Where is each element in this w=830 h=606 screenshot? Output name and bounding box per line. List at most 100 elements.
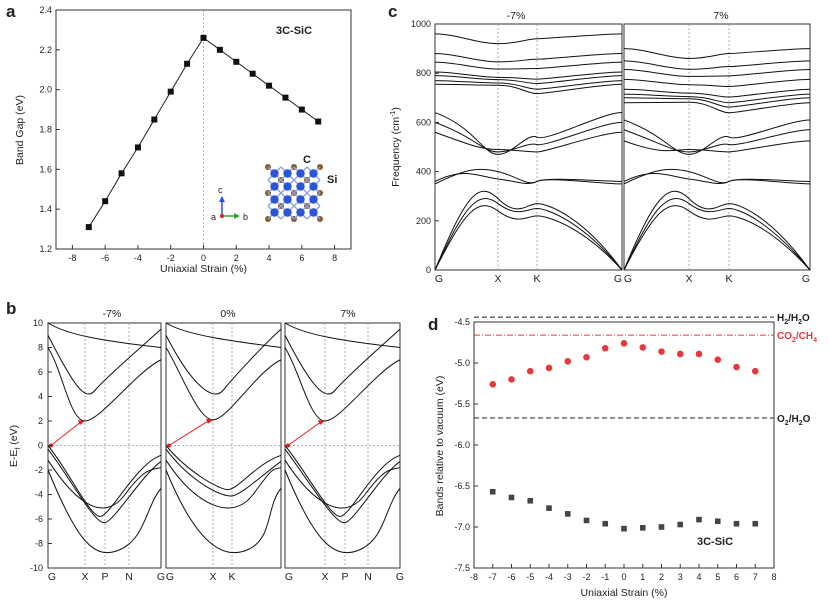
silicon-atom: [309, 182, 318, 191]
optical-phonon-branch: [623, 93, 811, 104]
panel-b-title-2: 0%: [220, 308, 235, 320]
silicon-atom: [283, 182, 292, 191]
cbm-point: [601, 344, 609, 352]
cbm-point: [676, 350, 684, 358]
silicon-atom: [309, 195, 318, 204]
panel-d-xtick-label: 6: [734, 572, 739, 582]
reference-line-label: O2/H2O: [777, 414, 811, 427]
panel-a-xtick-label: 8: [332, 253, 337, 263]
panel-c-title-right: 7%: [713, 10, 728, 22]
silicon-atom: [296, 208, 305, 217]
panel-a-ytick-label: 2.0: [39, 85, 52, 95]
panel-c-right-frame: [623, 23, 811, 271]
cbm-point: [639, 344, 647, 351]
phonon-branch: [434, 173, 623, 184]
phonon-branch: [623, 129, 811, 153]
phonon-branch: [434, 112, 623, 155]
silicon-atom: [283, 169, 292, 178]
band-gap-arrow-head: [206, 418, 213, 424]
panel-b-kpoint-label: N: [125, 571, 133, 583]
silicon-atom: [283, 208, 292, 217]
panel-d-xtick-label: -6: [507, 572, 515, 582]
panel-d-ytick-label: -5.5: [454, 399, 470, 409]
conduction-band: [47, 322, 162, 348]
band-gap-point: [282, 94, 289, 101]
panel-a-frame: [55, 9, 352, 250]
panel-d-xtick-label: -5: [526, 572, 534, 582]
panel-d-xtick-label: -3: [564, 572, 572, 582]
panel-c-ylabel: Frequency (cm-1): [390, 107, 402, 187]
panel-d-xtick-label: 0: [621, 572, 626, 582]
cbm-point: [658, 348, 665, 355]
conduction-band: [165, 347, 282, 421]
panel-a-xtick-label: -6: [101, 253, 109, 263]
panel-c-ytick-label: 400: [416, 167, 431, 177]
vbm-point: [583, 517, 590, 524]
optical-phonon-branch: [623, 69, 811, 77]
cbm-point: [583, 353, 590, 361]
valence-band: [47, 469, 162, 554]
panel-b-ytick-label: 4: [38, 392, 43, 402]
valence-band: [47, 448, 162, 524]
panel-a-ylabel: Band Gap (eV): [14, 95, 26, 165]
band-gap-arrow: [50, 420, 83, 446]
band-gap-point: [266, 82, 273, 89]
cbm-point: [489, 381, 497, 388]
cbm-point: [714, 356, 722, 364]
panel-d-chart: H2/H2O CO2/CH4 O2/H2O -8 -7 -6 -5 -4 -3 -2 -1 0 1 2 3…: [434, 313, 817, 599]
optical-phonon-branch: [434, 53, 623, 63]
panel-a-label: a: [6, 2, 16, 21]
vbm-point: [602, 520, 609, 527]
band-gap-arrow-tail: [286, 443, 290, 448]
panel-a-xtick-label: 0: [201, 253, 206, 263]
crystal-structure-inset: [265, 164, 323, 222]
silicon-atom: [309, 169, 318, 178]
panel-b-ytick-label: -2: [35, 465, 43, 475]
panel-d-ytick-label: -4.5: [454, 317, 470, 327]
band-gap-arrow-head: [318, 420, 325, 425]
panel-a-xtick-label: -4: [134, 253, 142, 263]
vbm-point: [639, 525, 646, 531]
band-gap-point: [151, 116, 158, 123]
acoustic-phonon-branch: [623, 190, 811, 271]
cbm-point: [751, 367, 759, 375]
panel-b-ytick-label: -8: [35, 539, 43, 549]
panel-a-xtick-label: 2: [234, 253, 239, 263]
panel-c-kpoint-label: K: [533, 273, 540, 285]
reference-line-label: CO2/CH4: [777, 331, 817, 344]
band-gap-arrow: [287, 420, 323, 446]
panel-b-label: b: [6, 299, 16, 318]
acoustic-phonon-branch: [434, 205, 623, 271]
phonon-branch: [623, 173, 811, 184]
panel-d-xtick-label: -8: [470, 572, 478, 582]
panel-a-ytick-label: 1.4: [39, 204, 52, 214]
panel-c-ytick-label: 200: [416, 216, 431, 226]
panel-c-left-frame: [434, 23, 623, 271]
panel-d-ytick-label: -5.0: [454, 358, 470, 368]
optical-phonon-branch: [434, 71, 623, 80]
panel-b-ytick-label: 8: [38, 343, 43, 353]
valence-band: [165, 459, 282, 509]
band-gap-point: [298, 106, 305, 113]
vbm-point: [733, 520, 740, 527]
optical-phonon-branch: [434, 83, 623, 95]
panel-c-ytick-label: 800: [416, 68, 431, 78]
cbm-point: [545, 364, 553, 372]
panel-a-ytick-label: 1.2: [39, 244, 52, 254]
vbm-point: [489, 488, 496, 495]
panel-c-ytick-label: 600: [416, 117, 431, 127]
panel-c-kpoint-label: X: [685, 273, 692, 285]
silicon-atom: [270, 195, 279, 204]
panel-a-xlabel: Uniaxial Strain (%): [160, 263, 247, 275]
phonon-branch: [623, 168, 811, 185]
valence-band: [165, 448, 282, 497]
cbm-point: [564, 358, 572, 365]
panel-a-xtick-label: 4: [267, 253, 272, 263]
panel-b-ytick-label: 2: [38, 416, 43, 426]
panel-b-kpoint-label: G: [157, 571, 165, 583]
valence-band: [284, 469, 401, 554]
lattice-axes-icon: [219, 196, 240, 219]
panel-d-xtick-label: -1: [601, 572, 609, 582]
